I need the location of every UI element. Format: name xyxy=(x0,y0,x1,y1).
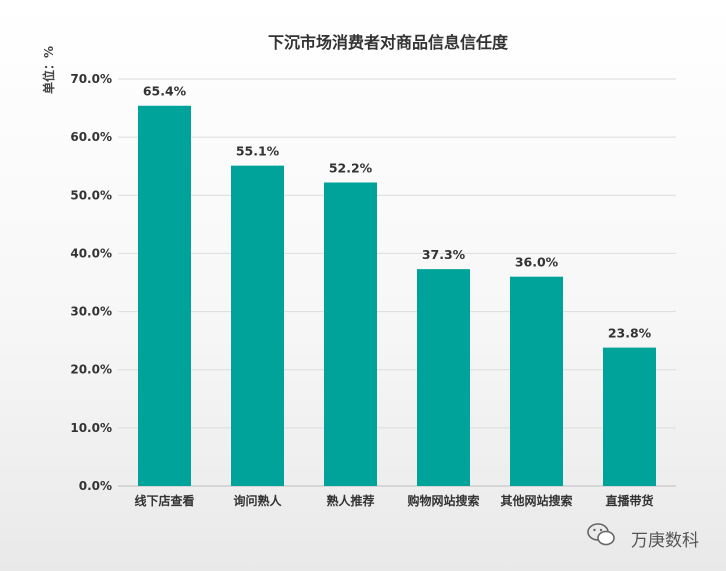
x-axis-categories: 线下店查看 询问熟人 熟人推荐 购物网站搜索 其他网站搜索 直播带货 xyxy=(134,493,653,508)
x-tick-label: 线下店查看 xyxy=(134,493,194,508)
data-label: 37.3% xyxy=(422,247,466,262)
x-tick-label: 熟人推荐 xyxy=(326,493,374,508)
bar xyxy=(231,165,284,486)
data-label: 36.0% xyxy=(515,255,559,270)
y-tick-label: 20.0% xyxy=(70,363,112,377)
y-tick-label: 40.0% xyxy=(70,246,112,260)
y-axis-ticks: 0.0% 10.0% 20.0% 30.0% 40.0% 50.0% 60.0% 70.0% xyxy=(70,72,112,493)
y-tick-label: 70.0% xyxy=(70,72,112,86)
bar xyxy=(510,276,563,486)
bars xyxy=(138,105,656,486)
gridlines xyxy=(118,78,676,487)
data-label: 52.2% xyxy=(329,160,373,175)
y-tick-label: 0.0% xyxy=(79,479,112,493)
data-label: 23.8% xyxy=(608,326,652,341)
x-tick-label: 其他网站搜索 xyxy=(500,493,572,508)
data-label: 65.4% xyxy=(143,84,187,99)
x-tick-label: 直播带货 xyxy=(605,493,653,508)
data-label: 55.1% xyxy=(236,144,280,159)
chart-title: 下沉市场消费者对商品信息信任度 xyxy=(268,33,509,52)
bar xyxy=(138,105,191,486)
x-tick-label: 购物网站搜索 xyxy=(407,493,479,508)
watermark-text: 万庚数科 xyxy=(631,531,699,551)
y-axis-unit-label: 单位：% xyxy=(41,46,56,94)
value-labels: 65.4% 55.1% 52.2% 37.3% 36.0% 23.8% xyxy=(143,84,652,341)
x-tick-label: 询问熟人 xyxy=(233,493,282,508)
y-tick-label: 30.0% xyxy=(70,305,112,319)
bar xyxy=(417,269,470,486)
wechat-icon xyxy=(587,523,615,546)
bar xyxy=(324,182,377,486)
y-tick-label: 50.0% xyxy=(70,188,112,202)
bar xyxy=(603,347,656,486)
y-tick-label: 10.0% xyxy=(70,421,112,435)
watermark: 万庚数科 xyxy=(587,523,699,551)
y-tick-label: 60.0% xyxy=(70,130,112,144)
